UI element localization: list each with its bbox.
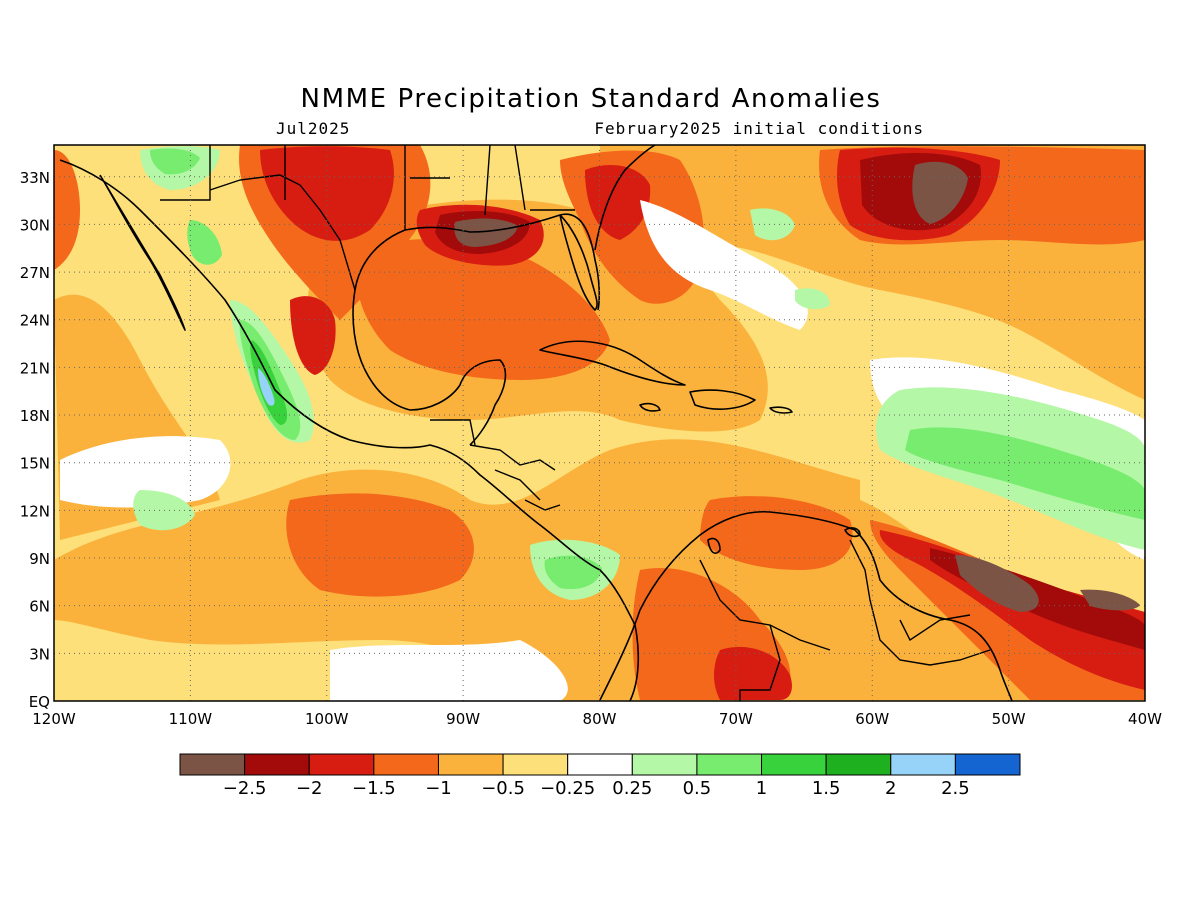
colorbar-label: 1	[756, 778, 767, 799]
lat-tick-label: 6N	[29, 598, 50, 616]
colorbar-label: 2.5	[941, 778, 970, 799]
colorbar-swatch	[631, 753, 698, 776]
colorbar-swatch	[890, 753, 956, 776]
colorbar-swatch	[761, 753, 827, 776]
lon-tick-label: 80W	[583, 710, 617, 728]
lat-tick-label: 30N	[20, 216, 50, 234]
colorbar-label: −2	[296, 778, 323, 799]
colorbar-swatch	[308, 753, 375, 776]
colorbar-label: −1.5	[352, 778, 396, 799]
lon-tick-label: 70W	[719, 710, 753, 728]
colorbar-label: −2.5	[223, 778, 267, 799]
lat-tick-label: 12N	[20, 502, 50, 520]
colorbar-swatch	[437, 753, 504, 776]
anomaly-band-plus-1	[250, 340, 288, 425]
latitude-labels: EQ 3N 6N 9N 12N 15N 18N 21N 24N 27N 30N 33N	[20, 169, 50, 711]
border-outline	[160, 145, 991, 701]
lon-tick-label: 120W	[32, 710, 76, 728]
colorbar-swatch	[502, 753, 569, 776]
lat-tick-label: 18N	[20, 407, 50, 425]
longitude-labels: 120W 110W 100W 90W 80W 70W 60W 50W 40W	[32, 710, 1162, 728]
anomaly-field	[54, 145, 1145, 701]
colorbar-label: −0.5	[481, 778, 525, 799]
colorbar-swatch	[954, 753, 1021, 776]
map-title: NMME Precipitation Standard Anomalies	[300, 84, 882, 114]
lon-tick-label: 50W	[992, 710, 1026, 728]
lon-tick-label: 90W	[446, 710, 480, 728]
lon-tick-label: 110W	[169, 710, 213, 728]
lon-tick-label: 60W	[855, 710, 889, 728]
colorbar-label: 0.25	[612, 778, 652, 799]
colorbar-swatch	[696, 753, 763, 776]
map-grid	[54, 145, 1145, 701]
map-frame	[53, 144, 1146, 702]
lat-tick-label: 15N	[20, 455, 50, 473]
initial-conditions-label: February2025 initial conditions	[594, 119, 924, 138]
lat-tick-label: EQ	[29, 693, 50, 711]
colorbar-swatch	[179, 753, 246, 776]
colorbar-swatch	[567, 753, 633, 776]
colorbar-label: −1	[425, 778, 452, 799]
colorbar: −2.5 −2 −1.5 −1 −0.5 −0.25 0.25 0.5 1 1.5 2 2.5	[179, 753, 1021, 799]
valid-month-label: Jul2025	[276, 119, 351, 138]
lat-tick-label: 33N	[20, 169, 50, 187]
lat-tick-label: 27N	[20, 264, 50, 282]
lat-tick-label: 3N	[29, 645, 50, 663]
colorbar-swatch	[244, 753, 310, 776]
lon-tick-label: 40W	[1128, 710, 1162, 728]
colorbar-swatch	[373, 753, 439, 776]
colorbar-label: 2	[885, 778, 896, 799]
colorbar-label: −0.25	[540, 778, 595, 799]
anomaly-band-plus-2	[258, 368, 275, 406]
lat-tick-label: 9N	[29, 550, 50, 568]
colorbar-label: 1.5	[812, 778, 841, 799]
coastline-outline	[59, 145, 1013, 701]
lat-tick-label: 21N	[20, 359, 50, 377]
lon-tick-label: 100W	[305, 710, 349, 728]
lat-tick-label: 24N	[20, 312, 50, 330]
colorbar-swatch	[825, 753, 892, 776]
colorbar-label: 0.5	[683, 778, 712, 799]
